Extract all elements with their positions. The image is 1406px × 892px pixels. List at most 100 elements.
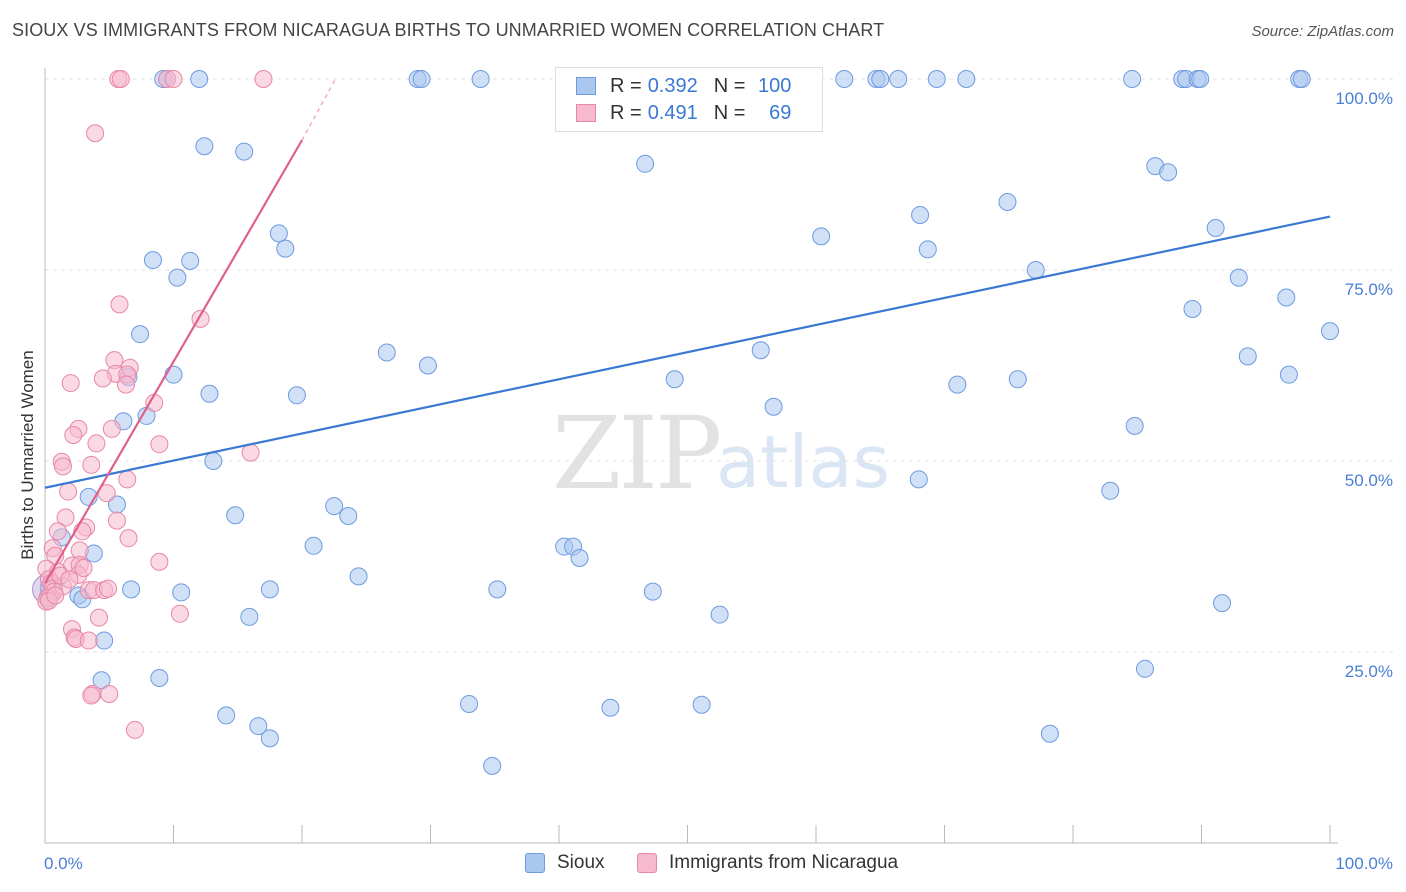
nicaragua-point: [170, 604, 189, 623]
sioux-point: [217, 706, 236, 725]
x-tick-label: 100.0%: [1335, 854, 1393, 873]
sioux-point: [1026, 261, 1045, 279]
sioux-point: [1213, 594, 1232, 613]
nicaragua-point: [56, 508, 75, 527]
sioux-point: [150, 668, 169, 687]
sioux-point: [122, 580, 141, 599]
sioux-points: [32, 70, 1339, 775]
nicaragua-point: [48, 522, 67, 541]
nicaragua-trend-extension: [301, 78, 337, 141]
y-tick-label: 100.0%: [1335, 89, 1393, 108]
sioux-trend-line: [44, 215, 1331, 489]
watermark-zip: ZIP: [552, 395, 722, 512]
nicaragua-point: [110, 295, 129, 314]
sioux-point: [570, 549, 589, 568]
y-tick-label: 75.0%: [1345, 280, 1393, 299]
nicaragua-point: [87, 434, 106, 453]
sioux-point: [927, 70, 946, 88]
legend-n-value: 69: [769, 101, 792, 124]
sioux-point: [1279, 365, 1298, 384]
legend-n-value: 100: [758, 74, 792, 97]
sioux-point: [1229, 268, 1248, 287]
legend-row-nicaragua: R = 0.491 N = 69: [576, 100, 791, 126]
sioux-point: [460, 694, 479, 713]
sioux-point: [164, 365, 183, 384]
sioux-point: [95, 631, 114, 650]
sioux-point: [918, 240, 937, 259]
nicaragua-point: [82, 686, 101, 705]
nicaragua-point: [86, 124, 105, 143]
sioux-point: [269, 224, 288, 243]
sioux-point: [200, 384, 219, 403]
sioux-point: [911, 205, 930, 224]
legend-n-label: N =: [713, 101, 746, 124]
legend-r-label: R =: [610, 74, 642, 97]
sioux-point: [909, 470, 928, 489]
nicaragua-point: [89, 608, 108, 627]
sioux-point: [181, 251, 200, 270]
tick-labels: 25.0% 50.0% 75.0% 100.0% 0.0% 100.0%: [44, 89, 1393, 873]
sioux-point: [226, 506, 245, 525]
sioux-point: [418, 356, 437, 375]
sioux-point: [948, 375, 967, 394]
sioux-point: [710, 605, 729, 624]
nicaragua-point: [93, 369, 112, 388]
sioux-point: [812, 227, 831, 246]
sioux-point: [131, 325, 150, 344]
sioux-point: [240, 607, 259, 626]
sioux-point: [1292, 70, 1311, 88]
sioux-point: [92, 671, 111, 690]
y-tick-label: 50.0%: [1345, 471, 1393, 490]
bottom-legend-label-nicaragua: Immigrants from Nicaragua: [669, 852, 899, 873]
nicaragua-point: [53, 457, 72, 476]
sioux-point: [1008, 370, 1027, 389]
source-label: Source: ZipAtlas.com: [1251, 23, 1394, 40]
stats-legend: R = 0.392 N = 100 R = 0.491 N = 69: [555, 67, 823, 132]
nicaragua-point: [100, 685, 119, 704]
sioux-point: [471, 70, 490, 88]
sioux-point: [235, 142, 254, 161]
sioux-point: [998, 193, 1017, 212]
sioux-point: [1206, 218, 1225, 237]
nicaragua-point: [60, 570, 79, 589]
legend-row-sioux: R = 0.392 N = 100: [576, 73, 791, 99]
sioux-point: [195, 137, 214, 156]
y-axis-label: Births to Unmarried Women: [18, 350, 37, 559]
watermark-atlas: atlas: [716, 420, 890, 504]
nicaragua-point: [46, 586, 65, 605]
bottom-legend-swatch-nicaragua: [637, 853, 657, 873]
sioux-point: [1040, 724, 1059, 743]
bottom-legend-label-sioux: Sioux: [557, 852, 605, 873]
bottom-legend-nicaragua[interactable]: Immigrants from Nicaragua: [637, 852, 898, 874]
sioux-point: [764, 397, 783, 416]
sioux-point: [168, 268, 187, 287]
sioux-point: [249, 717, 268, 736]
sioux-point: [172, 583, 191, 602]
sioux-point: [1159, 163, 1178, 182]
sioux-point: [889, 70, 908, 88]
legend-r-value: 0.491: [647, 101, 698, 124]
sioux-point: [483, 756, 502, 775]
sioux-point: [1321, 322, 1339, 341]
bottom-legend-sioux[interactable]: Sioux: [525, 852, 605, 874]
sioux-point: [1125, 416, 1144, 435]
nicaragua-point: [118, 470, 137, 489]
trend-lines: [44, 78, 1331, 584]
sioux-point: [751, 341, 770, 360]
axes: [44, 68, 1338, 844]
nicaragua-point: [82, 455, 101, 474]
sioux-point: [276, 239, 295, 258]
nicaragua-point: [64, 426, 83, 445]
nicaragua-point: [111, 70, 130, 88]
sioux-point: [339, 507, 358, 526]
nicaragua-point: [98, 579, 117, 598]
sioux-point: [692, 695, 711, 714]
bottom-legend-swatch-sioux: [525, 853, 545, 873]
sioux-point: [143, 251, 162, 270]
sioux-point: [349, 567, 368, 586]
nicaragua-point: [164, 70, 183, 88]
sioux-point: [957, 70, 976, 88]
x-tick-label: 0.0%: [44, 854, 83, 873]
nicaragua-point: [61, 374, 80, 393]
